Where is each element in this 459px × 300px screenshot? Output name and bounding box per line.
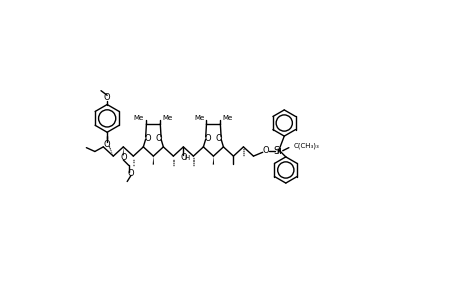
Text: H: H — [184, 155, 190, 161]
Polygon shape — [212, 156, 213, 165]
Text: O: O — [179, 153, 186, 162]
Text: O: O — [120, 153, 126, 162]
Text: O: O — [155, 134, 162, 143]
Text: O: O — [262, 146, 269, 155]
Text: Si: Si — [273, 146, 282, 156]
Text: O: O — [144, 134, 151, 143]
Text: O: O — [104, 140, 110, 149]
Text: C(CH₃)₃: C(CH₃)₃ — [293, 143, 319, 149]
Text: O: O — [104, 93, 110, 102]
Text: O: O — [204, 134, 211, 143]
Text: Me: Me — [134, 116, 144, 122]
Text: Me: Me — [194, 116, 204, 122]
Text: O: O — [128, 169, 134, 178]
Text: Me: Me — [222, 116, 232, 122]
Text: O: O — [215, 134, 222, 143]
Polygon shape — [152, 156, 154, 165]
Text: Me: Me — [162, 116, 173, 122]
